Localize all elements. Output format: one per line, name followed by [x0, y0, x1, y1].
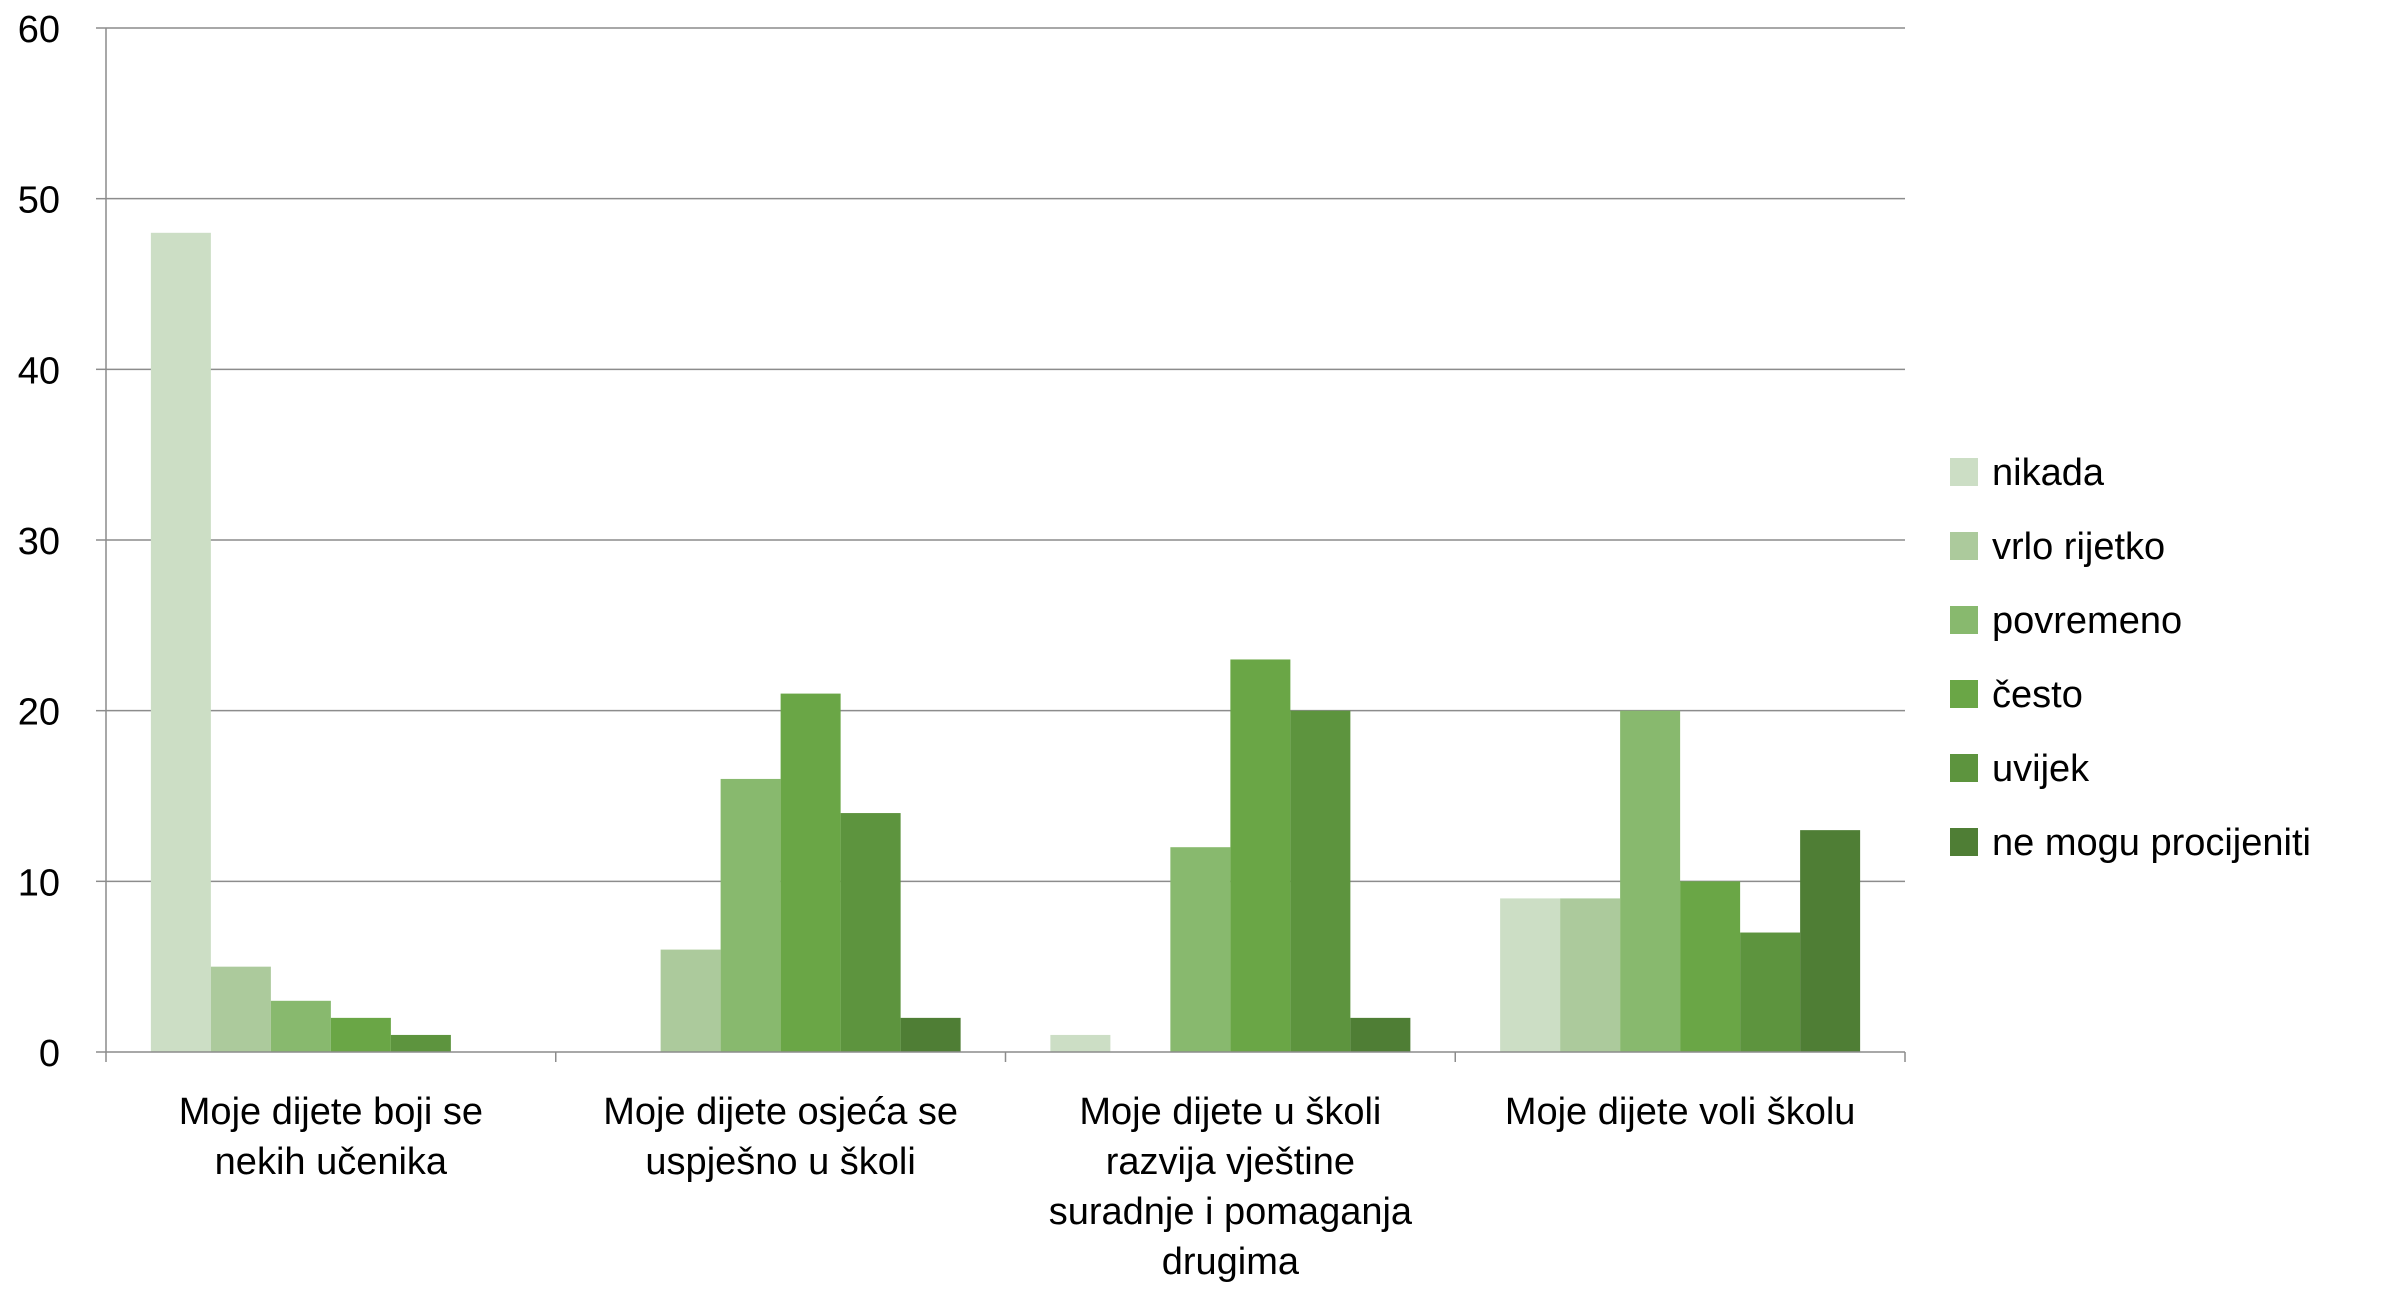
bar: [720, 778, 781, 1052]
bar: [1290, 710, 1351, 1052]
bar: [390, 1034, 451, 1052]
legend-label: uvijek: [1992, 748, 2090, 790]
x-category-labels: Moje dijete boji se nekih učenika Moje dij…: [179, 1091, 1856, 1283]
y-tick-label: 20: [18, 692, 60, 734]
x-category-label: nekih učenika: [215, 1141, 448, 1183]
x-category-label: uspješno u školi: [645, 1141, 915, 1183]
y-tick-label: 0: [39, 1033, 60, 1075]
bar: [1620, 710, 1681, 1052]
legend-swatch: [1950, 532, 1978, 560]
bar: [660, 949, 721, 1052]
x-category-label: Moje dijete u školi: [1079, 1091, 1381, 1133]
y-tick-label: 10: [18, 862, 60, 904]
bar: [900, 1017, 961, 1052]
bar: [210, 966, 271, 1052]
bar: [1740, 932, 1801, 1052]
legend-label: vrlo rijetko: [1992, 526, 2165, 568]
legend-swatch: [1950, 828, 1978, 856]
x-category-label: Moje dijete voli školu: [1505, 1091, 1856, 1133]
bar: [330, 1017, 391, 1052]
legend-swatch: [1950, 606, 1978, 634]
legend-swatch: [1950, 458, 1978, 486]
bar: [150, 232, 211, 1053]
axes: [96, 27, 1906, 1062]
bar: [270, 1000, 331, 1052]
legend-label: povremeno: [1992, 600, 2182, 642]
bars: [150, 232, 1861, 1053]
legend-label: često: [1992, 674, 2083, 716]
legend-swatch: [1950, 754, 1978, 782]
x-category-label: Moje dijete osjeća se: [603, 1091, 958, 1133]
y-tick-label: 50: [18, 180, 60, 222]
bar: [1560, 898, 1621, 1052]
legend: nikada vrlo rijetko povremeno često uvijek ne…: [1950, 452, 2311, 864]
bar: [840, 813, 901, 1052]
y-tick-label: 60: [18, 9, 60, 51]
legend-swatch: [1950, 680, 1978, 708]
bar: [1050, 1034, 1111, 1052]
bar: [1170, 847, 1231, 1052]
x-category-label: razvija vještine: [1106, 1141, 1355, 1183]
y-tick-label: 40: [18, 350, 60, 392]
bar: [1500, 898, 1561, 1052]
legend-label: ne mogu procijeniti: [1992, 822, 2311, 864]
legend-label: nikada: [1992, 452, 2105, 494]
x-category-label: drugima: [1162, 1241, 1300, 1283]
x-category-label: Moje dijete boji se: [179, 1091, 483, 1133]
x-category-label: suradnje i pomaganja: [1049, 1191, 1413, 1233]
bar: [780, 693, 841, 1052]
y-tick-labels: 0 10 20 30 40 50 60: [18, 9, 60, 1075]
bar: [1230, 659, 1291, 1052]
bar: [1800, 830, 1861, 1052]
y-tick-label: 30: [18, 521, 60, 563]
bar: [1680, 881, 1741, 1052]
bar: [1350, 1017, 1411, 1052]
gridlines: [106, 27, 1905, 883]
